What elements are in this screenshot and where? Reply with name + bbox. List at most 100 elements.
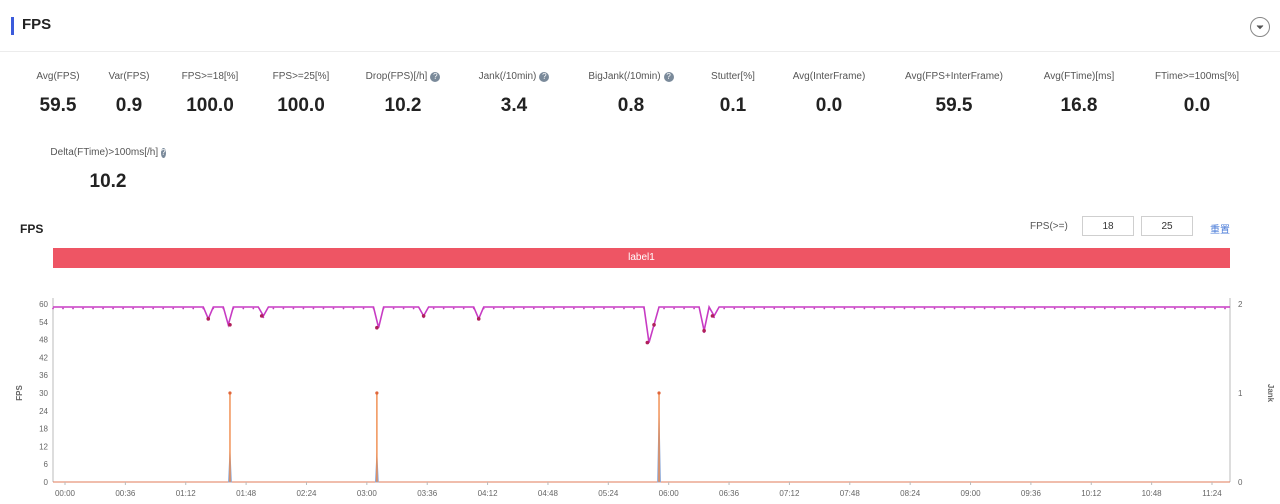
metric-label: Avg(FPS) xyxy=(3,71,113,82)
y-tick-label: 54 xyxy=(39,318,48,327)
fps-point xyxy=(693,307,695,310)
metric-label: BigJank(/10min)? xyxy=(576,71,686,82)
fps-point xyxy=(993,307,996,310)
metric-fps-25: FPS>=25[%] 100.0 xyxy=(246,71,356,117)
fps-point xyxy=(92,307,94,310)
x-tick-label: 02:24 xyxy=(296,489,317,498)
fps-point xyxy=(843,307,846,310)
y-tick-label: 12 xyxy=(39,442,48,451)
section-title: FPS xyxy=(22,16,52,33)
fps-point xyxy=(973,307,976,310)
y-tick-label: 36 xyxy=(39,371,48,380)
y-tick-label: 18 xyxy=(39,425,48,434)
fps-dip-point xyxy=(652,322,656,327)
help-icon[interactable]: ? xyxy=(663,71,674,82)
fps-point xyxy=(883,307,886,310)
fps-point xyxy=(763,307,766,310)
fps-dip-point xyxy=(710,314,715,318)
fps-threshold-low-input[interactable] xyxy=(1082,216,1134,236)
y-tick-label: 0 xyxy=(44,478,49,487)
fps-point xyxy=(583,307,585,310)
fps-point xyxy=(673,307,675,310)
fps-point xyxy=(633,307,635,310)
fps-point xyxy=(182,307,185,310)
fps-point xyxy=(853,307,856,310)
fps-point xyxy=(192,307,195,310)
fps-point xyxy=(312,307,315,310)
metric-label: Drop(FPS)[/h]? xyxy=(348,71,458,82)
fps-point xyxy=(372,307,375,310)
fps-point xyxy=(1133,307,1136,310)
x-tick-label: 00:36 xyxy=(115,489,136,498)
fps-point xyxy=(432,307,435,310)
fps-dip-point xyxy=(375,325,379,330)
help-icon[interactable]: ? xyxy=(161,147,166,158)
metric-label-text: Drop(FPS)[/h] xyxy=(365,71,428,82)
fps-point xyxy=(62,307,64,310)
fps-dip-point xyxy=(702,328,706,333)
fps-point xyxy=(272,307,275,310)
metric-label-text: FTime>=100ms[%] xyxy=(1154,71,1240,82)
y-tick-label: 42 xyxy=(39,353,48,362)
y-tick-label: 60 xyxy=(39,300,48,309)
fps-point xyxy=(893,307,896,310)
fps-point xyxy=(863,307,866,310)
fps-point xyxy=(112,307,115,310)
y-tick-label: 6 xyxy=(44,460,49,469)
help-icon[interactable]: ? xyxy=(430,71,441,82)
collapse-button[interactable] xyxy=(1250,17,1270,37)
y-axis-title: FPS xyxy=(15,385,24,401)
y2-tick-label: 1 xyxy=(1238,389,1243,398)
fps-point xyxy=(302,307,305,310)
fps-point xyxy=(382,307,385,310)
fps-point xyxy=(643,307,645,310)
metric-value: 10.2 xyxy=(384,95,422,116)
jank-point xyxy=(657,391,661,395)
metric-label-text: Jank(/10min) xyxy=(478,71,537,82)
fps-point xyxy=(1204,307,1206,310)
fps-threshold-high-input[interactable] xyxy=(1141,216,1193,236)
metric-value: 0.9 xyxy=(115,95,143,116)
x-tick-label: 00:00 xyxy=(55,489,76,498)
fps-point xyxy=(492,307,495,310)
section-header: FPS xyxy=(0,0,1280,52)
metric-value: 10.2 xyxy=(89,171,127,192)
fps-point xyxy=(1093,307,1096,310)
fps-dip-point xyxy=(228,322,232,327)
y2-axis-title: Jank xyxy=(1266,384,1275,403)
fps-point xyxy=(1103,307,1106,310)
metric-value: 16.8 xyxy=(1060,95,1098,116)
fps-point xyxy=(1123,307,1126,310)
fps-point xyxy=(102,307,104,310)
fps-point xyxy=(1023,307,1026,310)
fps-point xyxy=(1184,307,1186,310)
fps-point xyxy=(613,307,615,310)
reset-button[interactable]: 重置 xyxy=(1210,225,1230,236)
fps-point xyxy=(933,307,936,310)
fps-point xyxy=(352,307,355,310)
x-tick-label: 10:12 xyxy=(1081,489,1102,498)
fps-point xyxy=(502,307,505,310)
fps-point xyxy=(1033,307,1036,310)
x-tick-label: 04:12 xyxy=(478,489,499,498)
metric-label: FPS>=18[%] xyxy=(155,71,265,82)
x-tick-label: 06:36 xyxy=(719,489,740,498)
fps-point xyxy=(442,307,445,310)
y2-tick-label: 2 xyxy=(1238,300,1243,309)
fps-point xyxy=(1224,307,1226,310)
metric-label: Avg(FTime)[ms] xyxy=(1024,71,1134,82)
fps-point xyxy=(813,307,816,310)
fps-point xyxy=(1113,307,1116,310)
fps-point xyxy=(1194,307,1196,310)
fps-point xyxy=(222,307,225,310)
fps-point xyxy=(402,307,405,310)
help-icon[interactable]: ? xyxy=(539,71,550,82)
fps-point xyxy=(472,307,475,310)
metric-label-text: Delta(FTime)>100ms[/h] xyxy=(50,147,159,158)
label-bar[interactable]: label1 xyxy=(53,248,1230,268)
metric-value: 0.0 xyxy=(1183,95,1211,116)
metric-value: 100.0 xyxy=(277,95,325,116)
metric-label-text: Avg(FPS) xyxy=(36,71,80,82)
metric-label-text: FPS>=25[%] xyxy=(272,71,330,82)
metric-label: Jank(/10min)? xyxy=(459,71,569,82)
